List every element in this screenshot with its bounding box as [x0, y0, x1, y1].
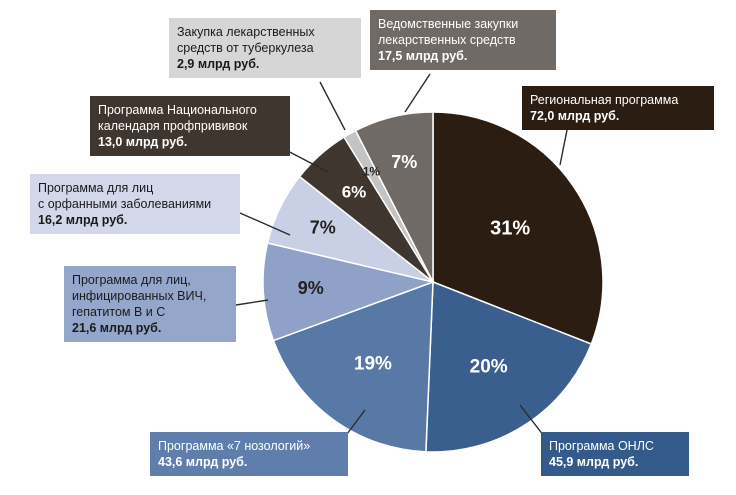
leader-line-regional — [559, 124, 569, 166]
label-tuberculosis: Закупка лекарственных средств от туберку… — [169, 18, 361, 78]
label-departmental-value: 17,5 млрд руб. — [378, 49, 468, 63]
slice-onls — [425, 280, 593, 453]
label-orphan-value: 16,2 млрд руб. — [38, 213, 128, 227]
percent-labels: 31% 20% 19% 9% 7% 6% 1% 7% — [298, 152, 531, 378]
label-tuberculosis-value: 2,9 млрд руб. — [177, 57, 260, 71]
label-departmental-name: Ведомственные закупки лекарственных сред… — [378, 17, 519, 47]
label-regional-value: 72,0 млрд руб. — [530, 109, 620, 123]
percent-label-hiv: 9% — [298, 278, 324, 298]
label-vaccination: Программа Национального календаря профпр… — [90, 96, 290, 156]
slice-regional — [432, 111, 604, 345]
label-onls: Программа ОНЛС 45,9 млрд руб. — [541, 432, 689, 476]
label-7-nozologiy: Программа «7 нозологий» 43,6 млрд руб. — [150, 432, 348, 476]
label-hiv: Программа для лиц, инфицированных ВИЧ, г… — [64, 266, 236, 342]
percent-label-regional: 31% — [490, 218, 530, 240]
label-tuberculosis-name: Закупка лекарственных средств от туберку… — [177, 25, 315, 55]
leader-line-orphan — [239, 212, 291, 236]
leader-line-tuberculosis — [319, 81, 346, 131]
label-departmental: Ведомственные закупки лекарственных сред… — [370, 10, 556, 70]
label-orphan-name: Программа для лиц с орфанными заболевани… — [38, 181, 212, 211]
label-hiv-name: Программа для лиц, инфицированных ВИЧ, г… — [72, 273, 207, 319]
slice-hiv — [262, 242, 436, 342]
percent-label-onls: 20% — [470, 356, 508, 377]
label-hiv-value: 21,6 млрд руб. — [72, 321, 162, 335]
leader-line-departmental — [404, 73, 431, 113]
percent-label-7-nozologiy: 19% — [354, 353, 392, 374]
label-regional: Региональная программа 72,0 млрд руб. — [522, 86, 714, 130]
label-regional-name: Региональная программа — [530, 93, 679, 107]
percent-label-departmental: 7% — [391, 152, 417, 172]
slice-departmental — [354, 111, 434, 283]
label-onls-value: 45,9 млрд руб. — [549, 455, 639, 469]
pie-slices — [262, 111, 604, 453]
slice-7-nozologiy — [272, 280, 434, 453]
label-vaccination-name: Программа Национального календаря профпр… — [98, 103, 257, 133]
percent-label-orphan: 7% — [310, 217, 336, 237]
label-onls-name: Программа ОНЛС — [549, 439, 654, 453]
label-7-nozologiy-value: 43,6 млрд руб. — [158, 455, 248, 469]
label-vaccination-value: 13,0 млрд руб. — [98, 135, 188, 149]
percent-label-tuberculosis: 1% — [363, 164, 381, 178]
leader-line-hiv — [235, 299, 269, 306]
percent-label-vaccination: 6% — [342, 182, 367, 201]
label-7-nozologiy-name: Программа «7 нозологий» — [158, 439, 311, 453]
label-orphan: Программа для лиц с орфанными заболевани… — [30, 174, 240, 234]
